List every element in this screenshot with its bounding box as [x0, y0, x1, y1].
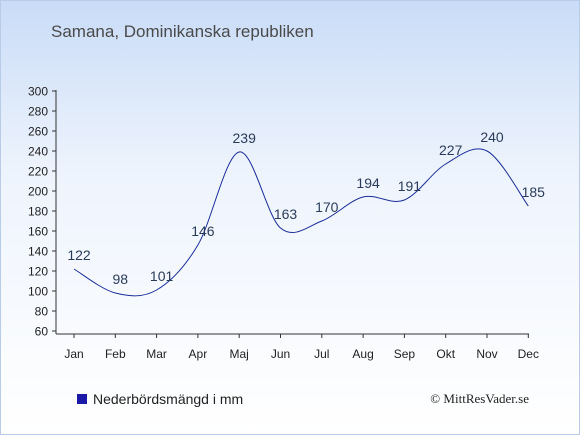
x-tick-label: Dec	[518, 347, 539, 361]
legend: Nederbördsmängd i mm	[77, 391, 243, 407]
y-tick-label: 160	[28, 225, 48, 239]
x-tick-label: Nov	[476, 347, 497, 361]
x-tick-label: Jul	[314, 347, 329, 361]
y-tick-label: 300	[28, 85, 48, 99]
x-tick-label: Sep	[394, 347, 416, 361]
chart-title: Samana, Dominikanska republiken	[51, 22, 314, 41]
data-label: 185	[522, 184, 546, 200]
x-tick-label: Mar	[146, 347, 167, 361]
y-tick-label: 260	[28, 125, 48, 139]
data-label: 227	[439, 142, 463, 158]
x-tick-label: Apr	[189, 347, 208, 361]
y-tick-label: 80	[35, 305, 49, 319]
data-label: 101	[150, 268, 174, 284]
legend-label: Nederbördsmängd i mm	[93, 391, 244, 407]
data-label: 239	[233, 130, 257, 146]
x-tick-label: Jan	[64, 347, 83, 361]
series-line	[73, 148, 529, 297]
y-tick-label: 100	[28, 285, 48, 299]
data-label: 98	[113, 271, 129, 287]
data-label: 163	[274, 206, 298, 222]
y-tick-label: 180	[28, 205, 48, 219]
x-tick-label: Feb	[105, 347, 126, 361]
y-tick-label: 60	[35, 325, 49, 339]
data-label: 194	[356, 175, 380, 191]
data-label: 170	[315, 199, 339, 215]
data-label: 122	[67, 247, 91, 263]
y-tick-label: 200	[28, 185, 48, 199]
data-label: 191	[398, 178, 422, 194]
data-label: 146	[191, 223, 215, 239]
x-tick-label: Maj	[230, 347, 249, 361]
y-tick-label: 140	[28, 245, 48, 259]
legend-swatch	[77, 394, 87, 404]
copyright-text: © MittResVader.se	[430, 391, 529, 406]
y-tick-label: 220	[28, 165, 48, 179]
x-tick-label: Jun	[271, 347, 290, 361]
y-tick-label: 280	[28, 105, 48, 119]
x-tick-label: Okt	[436, 347, 455, 361]
x-tick-label: Aug	[352, 347, 373, 361]
data-label: 240	[480, 129, 504, 145]
y-tick-label: 120	[28, 265, 48, 279]
y-tick-label: 240	[28, 145, 48, 159]
